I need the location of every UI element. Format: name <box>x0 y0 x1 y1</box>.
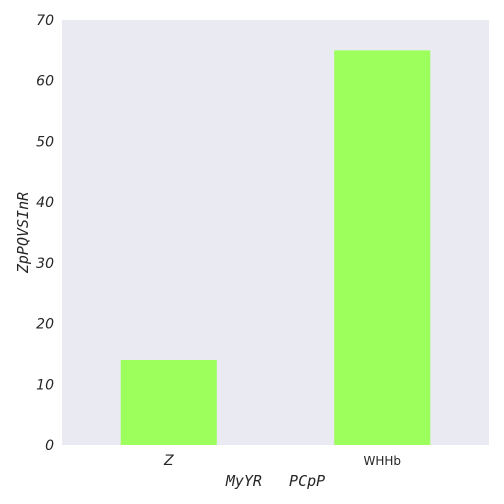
x-tick-label: WHHb <box>363 454 401 468</box>
y-tick-label: 70 <box>36 13 54 29</box>
x-tick-label: Z <box>163 453 174 469</box>
y-tick-label: 50 <box>36 134 54 150</box>
y-tick-label: 40 <box>36 195 54 211</box>
x-axis-ticks: Z WHHb <box>163 453 401 469</box>
bar-z <box>120 360 217 445</box>
y-tick-label: 60 <box>36 74 54 90</box>
y-tick-label: 10 <box>36 377 54 393</box>
y-tick-label: 30 <box>36 256 54 272</box>
y-tick-label: 0 <box>45 438 54 454</box>
bar-whhb <box>334 50 431 445</box>
y-tick-label: 20 <box>36 317 54 333</box>
x-axis-label: MyYR PCpP <box>225 472 325 490</box>
bars <box>120 50 431 445</box>
y-axis-ticks: 0 10 20 30 40 50 60 70 <box>36 13 54 454</box>
y-axis-label: ZpPQVSInR <box>14 192 32 274</box>
